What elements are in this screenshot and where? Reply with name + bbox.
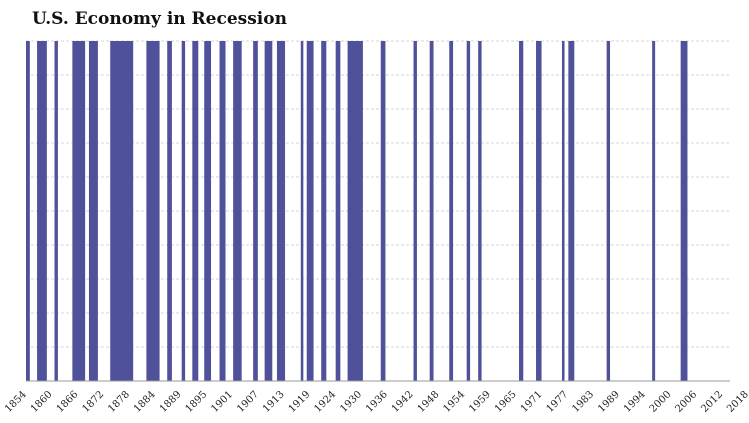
- x-tick-label: 1959: [467, 389, 493, 415]
- recession-bar: [606, 41, 611, 381]
- recession-bar: [146, 41, 160, 381]
- x-tick-label: 2000: [648, 389, 674, 415]
- recession-bar: [478, 41, 482, 381]
- x-tick-label: 1942: [390, 389, 416, 415]
- recession-bar: [192, 41, 199, 381]
- recession-bar: [233, 41, 242, 381]
- recession-bar: [652, 41, 656, 381]
- x-tick-label: 1860: [29, 389, 55, 415]
- x-tick-label: 1965: [493, 389, 519, 415]
- x-tick-label: 1919: [287, 389, 313, 415]
- x-tick-label: 1936: [364, 389, 390, 415]
- x-tick-label: 1878: [106, 389, 132, 415]
- recession-bar: [253, 41, 258, 381]
- recession-bar: [536, 41, 542, 381]
- recession-bar: [429, 41, 434, 381]
- recession-bar: [219, 41, 226, 381]
- x-tick-label: 2006: [674, 389, 700, 415]
- recession-bar: [335, 41, 341, 381]
- recession-bar: [449, 41, 454, 381]
- recession-bar: [347, 41, 363, 381]
- recession-bar: [380, 41, 386, 381]
- x-tick-label: 1977: [545, 389, 571, 415]
- x-tick-label: 1971: [519, 389, 545, 415]
- recession-bar: [54, 41, 58, 381]
- x-tick-label: 1954: [441, 389, 467, 415]
- x-tick-label: 1889: [158, 389, 184, 415]
- x-tick-label: 2012: [699, 389, 725, 415]
- x-tick-label: 1924: [313, 389, 339, 415]
- recession-bar: [680, 41, 688, 381]
- recession-bar: [167, 41, 172, 381]
- recession-bar: [181, 41, 186, 381]
- recession-bar: [88, 41, 98, 381]
- x-tick-label: 1989: [596, 389, 622, 415]
- recession-bar: [276, 41, 286, 381]
- recession-bar: [264, 41, 273, 381]
- x-tick-label: 1901: [209, 389, 235, 415]
- x-tick-labels: 1854 1860 1866 1872 1878 1884 1889 1895 1901 1907…: [3, 389, 749, 415]
- x-tick-label: 1866: [55, 389, 81, 415]
- recession-bar: [568, 41, 575, 381]
- recession-bar: [561, 41, 565, 381]
- x-tick-label: 1948: [416, 389, 442, 415]
- recession-bar: [37, 41, 47, 381]
- x-tick-label: 1872: [80, 389, 106, 415]
- chart-title: U.S. Economy in Recession: [32, 9, 287, 29]
- x-tick-label: 1983: [570, 389, 596, 415]
- x-tick-label: 1884: [132, 389, 158, 415]
- recession-bar: [26, 41, 30, 381]
- recession-bar: [72, 41, 86, 381]
- recession-bar: [466, 41, 471, 381]
- recession-bars: [26, 41, 688, 381]
- recession-bar: [306, 41, 314, 381]
- x-tick-label: 1895: [184, 389, 210, 415]
- x-tick-label: 1913: [261, 389, 287, 415]
- x-tick-label: 1854: [3, 389, 29, 415]
- recession-bar: [321, 41, 327, 381]
- x-tick-label: 2018: [725, 389, 749, 415]
- recession-bar: [519, 41, 524, 381]
- recession-bar: [110, 41, 134, 381]
- x-tick-label: 1994: [622, 389, 648, 415]
- recession-bar: [300, 41, 304, 381]
- x-tick-label: 1907: [235, 389, 261, 415]
- x-tick-label: 1930: [338, 389, 364, 415]
- recession-bar: [413, 41, 417, 381]
- recession-bar: [204, 41, 212, 381]
